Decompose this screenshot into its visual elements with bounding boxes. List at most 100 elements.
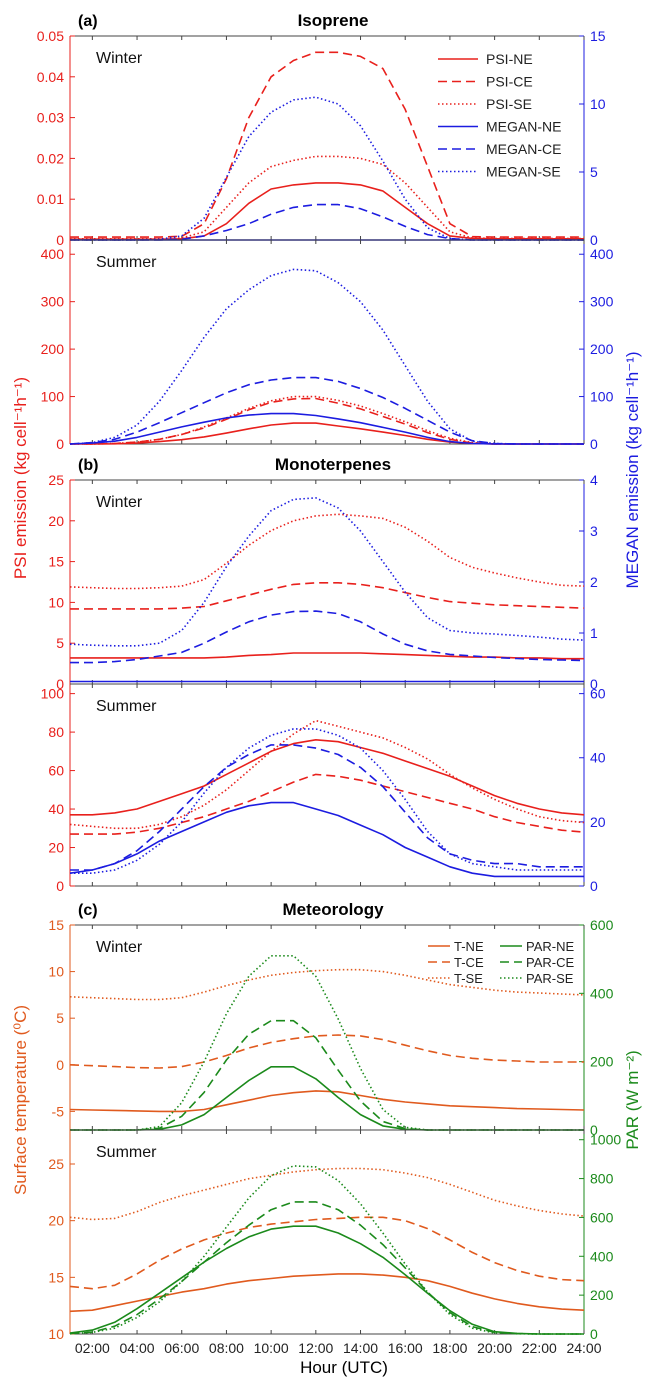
x-tick-label: 22:00 <box>522 1340 557 1356</box>
x-tick-label: 02:00 <box>75 1340 110 1356</box>
left-tick-label: 40 <box>48 801 64 817</box>
right-tick-label: 0 <box>590 232 598 248</box>
series-line-par-solid <box>69 1225 584 1335</box>
legend-entry: MEGAN-NE <box>486 119 561 135</box>
season-label: Summer <box>96 698 157 715</box>
right-tick-label: 100 <box>590 389 614 405</box>
right-tick-label: 600 <box>590 1209 614 1225</box>
series-line-temp-dash <box>69 1216 585 1290</box>
right-tick-label: 2 <box>590 574 598 590</box>
left-tick-label: 0.03 <box>37 110 64 126</box>
panel-isoprene-winter: 0 0.01 0.02 0.03 0.04 0.05 0 5 10 15 Winter PSI-NE P… <box>37 28 606 248</box>
series-line-temp-dot <box>69 1167 585 1221</box>
left-tick-label: 10 <box>48 964 64 980</box>
legend-entry: T-CE <box>454 955 484 970</box>
right-tick-label: 400 <box>590 246 614 262</box>
series-line-t-se <box>69 968 585 1001</box>
x-tick-label: 18:00 <box>432 1340 467 1356</box>
left-tick-label: 100 <box>41 686 65 702</box>
series-line-par-se <box>70 954 584 1131</box>
section-c-letter: (c) <box>78 902 98 919</box>
left-tick-label: 25 <box>48 1156 64 1172</box>
legend-entry: PAR-SE <box>526 971 574 986</box>
left-tick-label: 25 <box>48 472 64 488</box>
legend-entry: PSI-SE <box>486 96 532 112</box>
season-label: Winter <box>96 939 143 956</box>
x-tick-label: 04:00 <box>120 1340 155 1356</box>
series-line-psi-dash <box>70 773 585 835</box>
series-line-psi-dash <box>70 581 585 610</box>
series-line-psi-dot <box>69 513 585 590</box>
surface-temperature-axis-label: Surface temperature (⁰C) <box>11 1005 30 1195</box>
right-tick-label: 0 <box>590 1326 598 1342</box>
series-line-megan-dot <box>69 268 584 445</box>
left-tick-label: 80 <box>48 724 64 740</box>
right-tick-label: 60 <box>590 686 606 702</box>
series-line-megan-dash <box>69 376 584 445</box>
par-axis-label: PAR (W m⁻²) <box>623 1050 642 1149</box>
x-axis-label: Hour (UTC) <box>300 1358 388 1377</box>
psi-emission-axis-label: PSI emission (kg cell⁻¹h⁻¹) <box>11 377 30 579</box>
right-tick-label: 600 <box>590 917 614 933</box>
left-tick-label: 100 <box>41 389 65 405</box>
left-tick-label: 200 <box>41 341 65 357</box>
panel-monoterpenes-summer: 0 20 40 60 80 100 0 20 40 60 Summer <box>41 683 606 894</box>
legend-entry: T-NE <box>454 939 484 954</box>
right-tick-label: 0 <box>590 878 598 894</box>
x-tick-label: 06:00 <box>164 1340 199 1356</box>
series-line-megan-dash <box>70 610 585 664</box>
legend-entry: MEGAN-CE <box>486 141 561 157</box>
left-tick-label: 400 <box>41 246 65 262</box>
series-line-megan-dot <box>69 497 585 647</box>
left-tick-label: 60 <box>48 763 64 779</box>
series-line-par-dot <box>69 1165 584 1335</box>
legend-entry: PAR-NE <box>526 939 574 954</box>
series-line-psi-dot <box>70 395 584 445</box>
series-line-temp-solid <box>69 1273 585 1313</box>
panel-meteorology-winter: -5 0 5 10 15 0 200 400 600 Winter T-NET-CET-SE PAR-… <box>48 917 613 1138</box>
series-line-megan-ce <box>70 203 584 241</box>
x-tick-label: 20:00 <box>477 1340 512 1356</box>
left-tick-label: 0 <box>56 676 64 692</box>
section-b-title: Monoterpenes <box>275 455 391 474</box>
left-tick-label: 0.05 <box>37 28 64 44</box>
right-tick-label: 1 <box>590 625 598 641</box>
season-label: Winter <box>96 494 143 511</box>
right-tick-label: 15 <box>590 28 606 44</box>
legend-entry: T-SE <box>454 971 483 986</box>
series-line-psi-dot <box>69 719 585 830</box>
right-tick-label: 200 <box>590 341 614 357</box>
right-tick-label: 20 <box>590 814 606 830</box>
right-tick-label: 0 <box>590 676 598 692</box>
right-tick-label: 200 <box>590 1287 614 1303</box>
right-tick-label: 200 <box>590 1054 614 1070</box>
section-c-title: Meteorology <box>282 900 384 919</box>
left-tick-label: 0 <box>56 232 64 248</box>
right-tick-label: 4 <box>590 472 598 488</box>
legend-entry: PAR-CE <box>526 955 574 970</box>
legend-entry: PSI-NE <box>486 51 533 67</box>
section-a-letter: (a) <box>78 13 98 30</box>
series-line-megan-dash <box>70 744 584 871</box>
left-tick-label: 15 <box>48 917 64 933</box>
left-tick-label: 15 <box>48 554 64 570</box>
left-tick-label: 0 <box>56 436 64 452</box>
right-tick-label: 40 <box>590 750 606 766</box>
left-tick-label: 300 <box>41 294 65 310</box>
left-tick-label: -5 <box>52 1103 65 1119</box>
season-label: Summer <box>96 254 157 271</box>
left-tick-label: 0 <box>56 878 64 894</box>
left-tick-label: 0.02 <box>37 150 64 166</box>
series-line-megan-solid <box>69 412 584 445</box>
section-a-title: Isoprene <box>298 11 369 30</box>
left-tick-label: 0 <box>56 1057 64 1073</box>
season-label: Summer <box>96 1144 157 1161</box>
left-tick-label: 0.04 <box>37 69 64 85</box>
right-tick-label: 0 <box>590 436 598 452</box>
x-tick-label: 10:00 <box>254 1340 289 1356</box>
legend-entry: MEGAN-SE <box>486 164 561 180</box>
left-tick-label: 5 <box>56 1010 64 1026</box>
section-b-letter: (b) <box>78 457 98 474</box>
